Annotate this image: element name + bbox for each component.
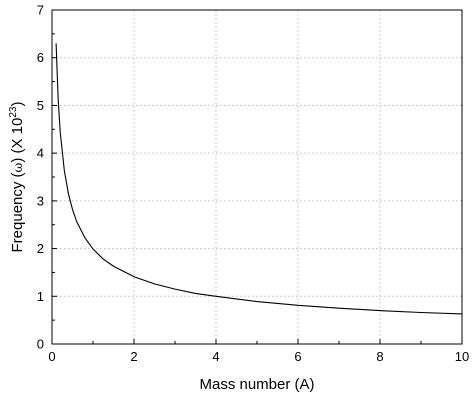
y-axis-title-prefix: Frequency ( — [9, 172, 26, 252]
y-axis-title-symbol: ω — [11, 162, 25, 172]
x-tick-labels: 0 2 4 6 8 10 — [48, 349, 469, 364]
series-group — [55, 43, 463, 315]
x-tick-label: 10 — [455, 349, 469, 364]
y-axis-title-close: ) — [9, 102, 26, 107]
x-tick-label: 2 — [130, 349, 137, 364]
y-tick-label: 0 — [37, 337, 44, 352]
y-tick-label: 2 — [37, 241, 44, 256]
x-tick-label: 4 — [212, 349, 219, 364]
y-axis-title-exponent: 23 — [8, 106, 19, 118]
x-tick-label: 8 — [376, 349, 383, 364]
series-line — [55, 43, 463, 315]
y-tick-label: 5 — [37, 98, 44, 113]
y-tick-label: 1 — [37, 289, 44, 304]
x-tick-label: 0 — [48, 349, 55, 364]
y-axis-title: Frequency (ω) (X 1023) — [8, 102, 26, 253]
x-tick-label: 6 — [294, 349, 301, 364]
y-tick-label: 6 — [37, 50, 44, 65]
y-tick-label: 3 — [37, 193, 44, 208]
y-tick-label: 7 — [37, 3, 44, 18]
y-tick-label: 4 — [37, 146, 44, 161]
y-axis-title-suffix: ) (X 10 — [9, 118, 26, 163]
y-tick-labels: 0 1 2 3 4 5 6 7 — [37, 3, 44, 352]
gridlines — [52, 10, 462, 344]
plot-frame — [51, 9, 463, 345]
x-axis-title: Mass number (A) — [199, 376, 314, 393]
